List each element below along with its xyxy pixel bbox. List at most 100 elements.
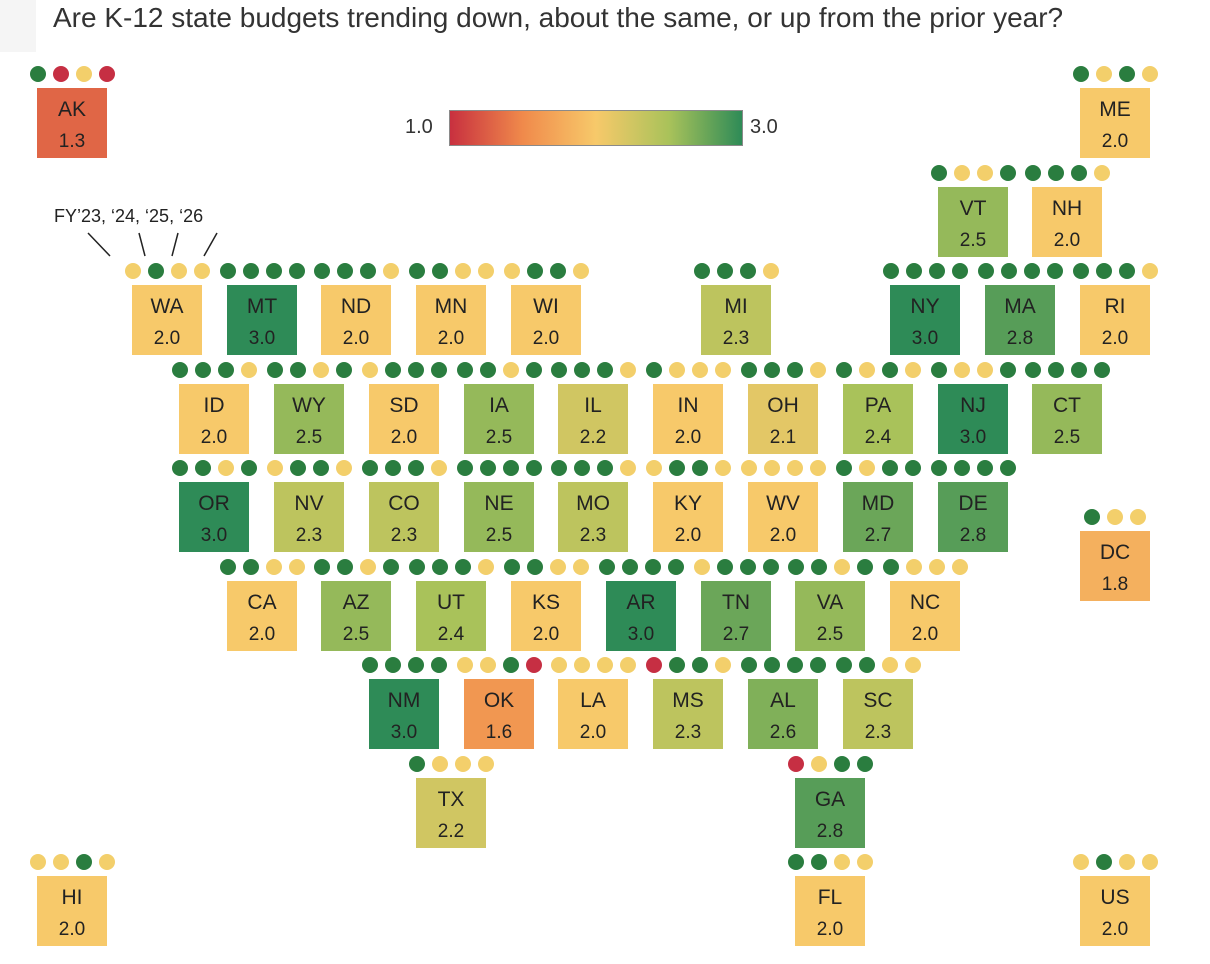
fy-dot-mn-3 (455, 263, 471, 279)
fy-dot-nh-4 (1094, 165, 1110, 181)
state-tile-nv[interactable]: NV 2.3 (274, 482, 344, 552)
fy-dot-ga-2 (811, 756, 827, 772)
state-tile-ia[interactable]: IA 2.5 (464, 384, 534, 454)
state-tile-ne[interactable]: NE 2.5 (464, 482, 534, 552)
state-value-ky: 2.0 (674, 525, 702, 546)
fy-dot-oh-2 (764, 362, 780, 378)
fy-dot-wi-4 (573, 263, 589, 279)
state-abbr-nh: NH (1051, 197, 1083, 220)
state-abbr-co: CO (388, 492, 420, 515)
fy-dot-vt-3 (977, 165, 993, 181)
state-value-ny: 3.0 (911, 328, 939, 349)
fy-dot-ak-4 (99, 66, 115, 82)
fy-dot-al-1 (741, 657, 757, 673)
state-tile-ky[interactable]: KY 2.0 (653, 482, 723, 552)
state-tile-az[interactable]: AZ 2.5 (321, 581, 391, 651)
state-tile-ak[interactable]: AK 1.3 (37, 88, 107, 158)
fy-dot-ar-2 (622, 559, 638, 575)
state-tile-ri[interactable]: RI 2.0 (1080, 285, 1150, 355)
state-tile-dc[interactable]: DC 1.8 (1080, 531, 1150, 601)
state-tile-nd[interactable]: ND 2.0 (321, 285, 391, 355)
fy-dot-ia-2 (480, 362, 496, 378)
state-tile-ny[interactable]: NY 3.0 (890, 285, 960, 355)
state-value-dc: 1.8 (1101, 574, 1129, 595)
fy-dot-ny-1 (883, 263, 899, 279)
state-tile-nc[interactable]: NC 2.0 (890, 581, 960, 651)
state-value-fl: 2.0 (816, 919, 844, 940)
state-tile-oh[interactable]: OH 2.1 (748, 384, 818, 454)
fy-dot-ks-1 (504, 559, 520, 575)
state-tile-in[interactable]: IN 2.0 (653, 384, 723, 454)
state-tile-fl[interactable]: FL 2.0 (795, 876, 865, 946)
state-tile-us[interactable]: US 2.0 (1080, 876, 1150, 946)
fy-dot-az-4 (383, 559, 399, 575)
state-tile-ct[interactable]: CT 2.5 (1032, 384, 1102, 454)
fy-dot-nh-2 (1048, 165, 1064, 181)
state-tile-mi[interactable]: MI 2.3 (701, 285, 771, 355)
fy-dot-md-2 (859, 460, 875, 476)
fy-dot-ga-1 (788, 756, 804, 772)
state-tile-ks[interactable]: KS 2.0 (511, 581, 581, 651)
state-tile-mo[interactable]: MO 2.3 (558, 482, 628, 552)
fy-dot-pa-4 (905, 362, 921, 378)
state-tile-nm[interactable]: NM 3.0 (369, 679, 439, 749)
state-value-tn: 2.7 (722, 624, 750, 645)
fy-dot-ia-3 (503, 362, 519, 378)
state-value-wy: 2.5 (295, 427, 323, 448)
state-value-wi: 2.0 (532, 328, 560, 349)
state-tile-ut[interactable]: UT 2.4 (416, 581, 486, 651)
fy-dot-nv-1 (267, 460, 283, 476)
fy-dot-nd-2 (337, 263, 353, 279)
fy-dot-id-1 (172, 362, 188, 378)
state-value-nc: 2.0 (911, 624, 939, 645)
state-tile-ca[interactable]: CA 2.0 (227, 581, 297, 651)
state-tile-de[interactable]: DE 2.8 (938, 482, 1008, 552)
fy-dot-wy-4 (336, 362, 352, 378)
state-tile-va[interactable]: VA 2.5 (795, 581, 865, 651)
state-tile-la[interactable]: LA 2.0 (558, 679, 628, 749)
state-tile-ms[interactable]: MS 2.3 (653, 679, 723, 749)
state-tile-ar[interactable]: AR 3.0 (606, 581, 676, 651)
fy-dot-ct-3 (1071, 362, 1087, 378)
state-tile-vt[interactable]: VT 2.5 (938, 187, 1008, 257)
state-tile-id[interactable]: ID 2.0 (179, 384, 249, 454)
fy-dot-ut-3 (455, 559, 471, 575)
state-tile-al[interactable]: AL 2.6 (748, 679, 818, 749)
state-tile-ga[interactable]: GA 2.8 (795, 778, 865, 848)
state-abbr-wa: WA (150, 295, 184, 318)
state-value-ca: 2.0 (248, 624, 276, 645)
state-tile-tn[interactable]: TN 2.7 (701, 581, 771, 651)
state-value-ne: 2.5 (485, 525, 513, 546)
state-value-ga: 2.8 (816, 821, 844, 842)
state-tile-sd[interactable]: SD 2.0 (369, 384, 439, 454)
state-tile-md[interactable]: MD 2.7 (843, 482, 913, 552)
state-tile-pa[interactable]: PA 2.4 (843, 384, 913, 454)
state-tile-hi[interactable]: HI 2.0 (37, 876, 107, 946)
state-tile-nj[interactable]: NJ 3.0 (938, 384, 1008, 454)
fy-dot-mo-4 (620, 460, 636, 476)
state-tile-ma[interactable]: MA 2.8 (985, 285, 1055, 355)
fy-dot-tn-2 (717, 559, 733, 575)
state-tile-wv[interactable]: WV 2.0 (748, 482, 818, 552)
state-tile-mn[interactable]: MN 2.0 (416, 285, 486, 355)
state-tile-wa[interactable]: WA 2.0 (132, 285, 202, 355)
state-tile-wi[interactable]: WI 2.0 (511, 285, 581, 355)
state-tile-nh[interactable]: NH 2.0 (1032, 187, 1102, 257)
state-tile-me[interactable]: ME 2.0 (1080, 88, 1150, 158)
state-tile-tx[interactable]: TX 2.2 (416, 778, 486, 848)
state-value-tx: 2.2 (437, 821, 465, 842)
state-abbr-nd: ND (340, 295, 372, 318)
state-tile-wy[interactable]: WY 2.5 (274, 384, 344, 454)
state-tile-mt[interactable]: MT 3.0 (227, 285, 297, 355)
state-tile-sc[interactable]: SC 2.3 (843, 679, 913, 749)
state-value-ar: 3.0 (627, 624, 655, 645)
state-tile-il[interactable]: IL 2.2 (558, 384, 628, 454)
state-tile-co[interactable]: CO 2.3 (369, 482, 439, 552)
fy-dot-mo-2 (574, 460, 590, 476)
state-tile-or[interactable]: OR 3.0 (179, 482, 249, 552)
state-abbr-hi: HI (61, 886, 83, 909)
fy-dot-nh-1 (1025, 165, 1041, 181)
state-abbr-in: IN (677, 394, 699, 417)
state-tile-ok[interactable]: OK 1.6 (464, 679, 534, 749)
